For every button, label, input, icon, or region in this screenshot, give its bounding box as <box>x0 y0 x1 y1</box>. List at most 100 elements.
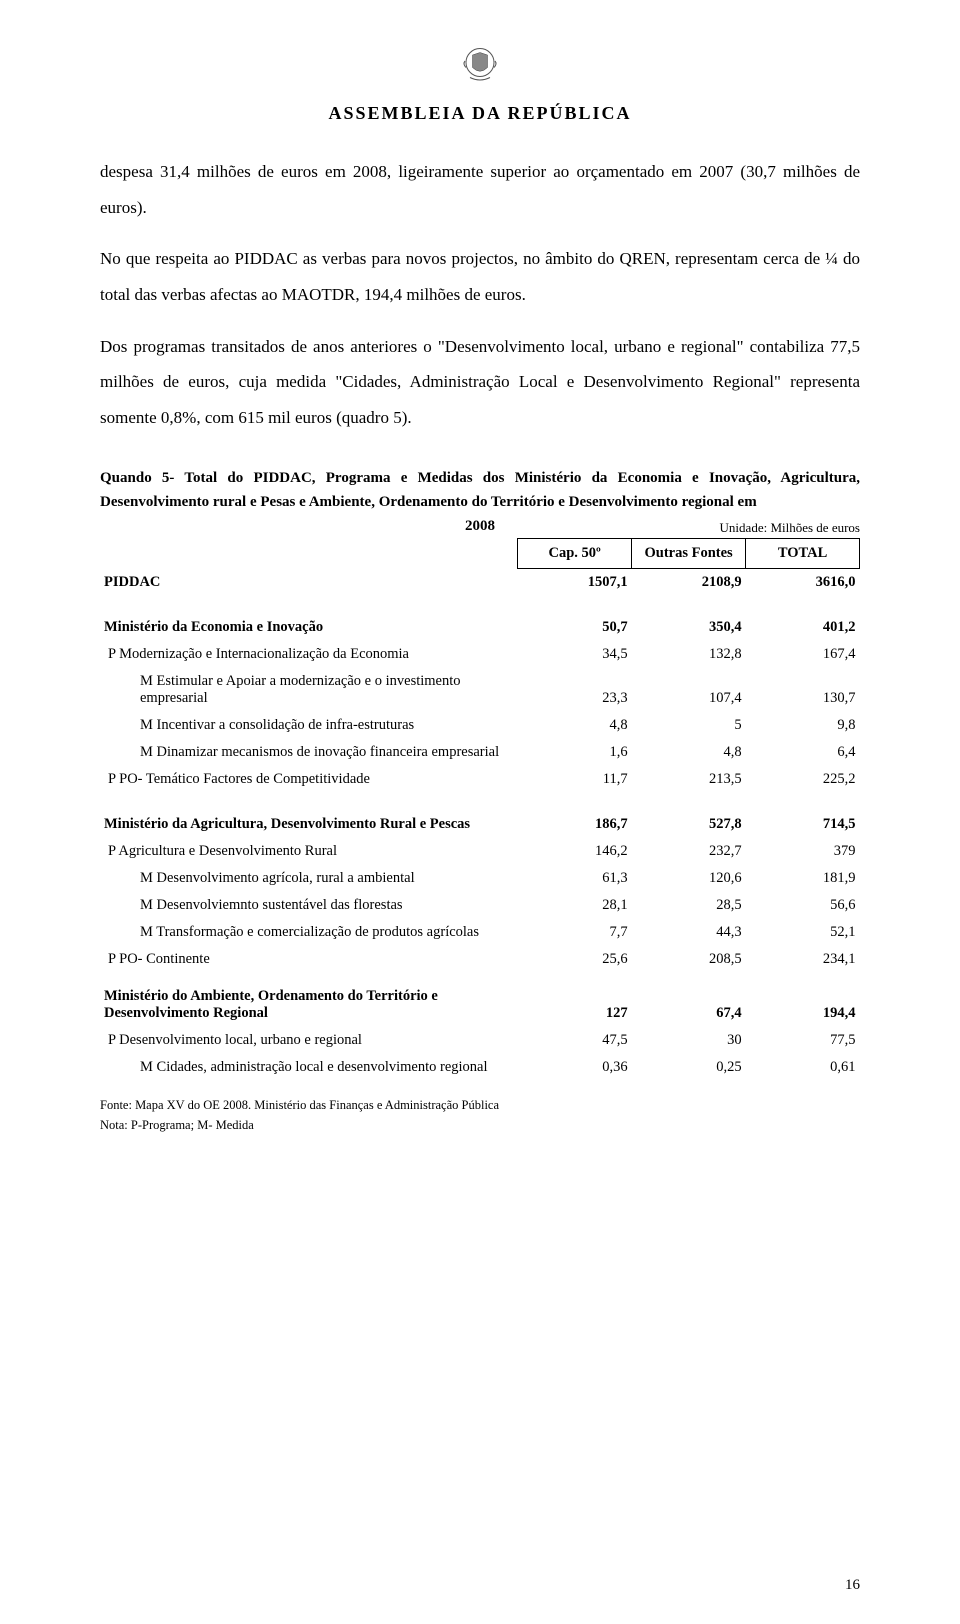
row-value: 52,1 <box>746 919 860 946</box>
page-number: 16 <box>845 1577 860 1594</box>
row-value: 379 <box>746 838 860 865</box>
row-value: 61,3 <box>518 865 632 892</box>
row-label: M Transformação e comercialização de pro… <box>100 919 518 946</box>
table-spacer <box>100 596 860 614</box>
row-label: M Desenvolviemnto sustentável das flores… <box>100 892 518 919</box>
row-value: 107,4 <box>632 668 746 712</box>
row-value: 11,7 <box>518 766 632 793</box>
table-spacer <box>100 793 860 811</box>
row-label: M Estimular e Apoiar a modernização e o … <box>100 668 518 712</box>
row-value: 2108,9 <box>632 568 746 596</box>
row-value: 77,5 <box>746 1027 860 1054</box>
table-row: M Estimular e Apoiar a modernização e o … <box>100 668 860 712</box>
row-label: Ministério da Agricultura, Desenvolvimen… <box>100 811 518 838</box>
row-value: 34,5 <box>518 641 632 668</box>
row-label: M Incentivar a consolidação de infra-est… <box>100 712 518 739</box>
row-value: 234,1 <box>746 946 860 973</box>
table-row: P Desenvolvimento local, urbano e region… <box>100 1027 860 1054</box>
row-value: 181,9 <box>746 865 860 892</box>
footnote-source: Fonte: Mapa XV do OE 2008. Ministério da… <box>100 1095 860 1115</box>
table-row: M Desenvolvimento agrícola, rural a ambi… <box>100 865 860 892</box>
row-label: M Desenvolvimento agrícola, rural a ambi… <box>100 865 518 892</box>
body-paragraph-3: Dos programas transitados de anos anteri… <box>100 329 860 436</box>
table-row: P PO- Continente25,6208,5234,1 <box>100 946 860 973</box>
row-value: 225,2 <box>746 766 860 793</box>
table-spacer <box>100 973 860 983</box>
table-header-outras: Outras Fontes <box>632 538 746 568</box>
row-label: P PO- Temático Factores de Competitivida… <box>100 766 518 793</box>
table-caption-text: Quando 5- Total do PIDDAC, Programa e Me… <box>100 470 860 510</box>
row-value: 714,5 <box>746 811 860 838</box>
row-value: 527,8 <box>632 811 746 838</box>
row-value: 25,6 <box>518 946 632 973</box>
table-header-total: TOTAL <box>746 538 860 568</box>
row-value: 1,6 <box>518 739 632 766</box>
row-value: 28,1 <box>518 892 632 919</box>
body-paragraph-2: No que respeita ao PIDDAC as verbas para… <box>100 241 860 312</box>
piddac-table: Cap. 50º Outras Fontes TOTAL PIDDAC1507,… <box>100 538 860 1081</box>
row-value: 0,25 <box>632 1054 746 1081</box>
row-label: P PO- Continente <box>100 946 518 973</box>
row-value: 3616,0 <box>746 568 860 596</box>
row-value: 44,3 <box>632 919 746 946</box>
row-value: 213,5 <box>632 766 746 793</box>
row-value: 132,8 <box>632 641 746 668</box>
row-value: 23,3 <box>518 668 632 712</box>
table-row: P Modernização e Internacionalização da … <box>100 641 860 668</box>
row-value: 167,4 <box>746 641 860 668</box>
table-header-cap50: Cap. 50º <box>518 538 632 568</box>
row-value: 0,36 <box>518 1054 632 1081</box>
row-value: 5 <box>632 712 746 739</box>
body-paragraph-1: despesa 31,4 milhões de euros em 2008, l… <box>100 154 860 225</box>
row-value: 4,8 <box>518 712 632 739</box>
table-footnotes: Fonte: Mapa XV do OE 2008. Ministério da… <box>100 1095 860 1135</box>
table-row: Ministério do Ambiente, Ordenamento do T… <box>100 983 860 1027</box>
table-row: M Incentivar a consolidação de infra-est… <box>100 712 860 739</box>
row-value: 232,7 <box>632 838 746 865</box>
table-row: M Desenvolviemnto sustentável das flores… <box>100 892 860 919</box>
row-value: 4,8 <box>632 739 746 766</box>
row-value: 28,5 <box>632 892 746 919</box>
row-value: 186,7 <box>518 811 632 838</box>
row-value: 56,6 <box>746 892 860 919</box>
row-value: 7,7 <box>518 919 632 946</box>
row-value: 67,4 <box>632 983 746 1027</box>
row-label: M Dinamizar mecanismos de inovação finan… <box>100 739 518 766</box>
row-label: P Modernização e Internacionalização da … <box>100 641 518 668</box>
row-value: 9,8 <box>746 712 860 739</box>
row-value: 130,7 <box>746 668 860 712</box>
table-row: Ministério da Agricultura, Desenvolvimen… <box>100 811 860 838</box>
row-label: P Desenvolvimento local, urbano e region… <box>100 1027 518 1054</box>
row-label: Ministério do Ambiente, Ordenamento do T… <box>100 983 518 1027</box>
row-value: 30 <box>632 1027 746 1054</box>
row-value: 146,2 <box>518 838 632 865</box>
table-header-row: Cap. 50º Outras Fontes TOTAL <box>100 538 860 568</box>
table-row: M Dinamizar mecanismos de inovação finan… <box>100 739 860 766</box>
table-row: PIDDAC1507,12108,93616,0 <box>100 568 860 596</box>
institution-title: ASSEMBLEIA DA REPÚBLICA <box>100 103 860 124</box>
row-value: 120,6 <box>632 865 746 892</box>
row-value: 47,5 <box>518 1027 632 1054</box>
footnote-legend: Nota: P-Programa; M- Medida <box>100 1115 860 1135</box>
row-label: P Agricultura e Desenvolvimento Rural <box>100 838 518 865</box>
row-value: 0,61 <box>746 1054 860 1081</box>
row-label: M Cidades, administração local e desenvo… <box>100 1054 518 1081</box>
table-row: M Transformação e comercialização de pro… <box>100 919 860 946</box>
crest-icon <box>455 40 505 95</box>
table-header-empty <box>100 538 518 568</box>
row-value: 127 <box>518 983 632 1027</box>
row-value: 194,4 <box>746 983 860 1027</box>
row-value: 401,2 <box>746 614 860 641</box>
row-label: PIDDAC <box>100 568 518 596</box>
page-header: ASSEMBLEIA DA REPÚBLICA <box>100 40 860 124</box>
table-row: P Agricultura e Desenvolvimento Rural146… <box>100 838 860 865</box>
table-row: M Cidades, administração local e desenvo… <box>100 1054 860 1081</box>
table-row: P PO- Temático Factores de Competitivida… <box>100 766 860 793</box>
row-label: Ministério da Economia e Inovação <box>100 614 518 641</box>
row-value: 50,7 <box>518 614 632 641</box>
row-value: 1507,1 <box>518 568 632 596</box>
table-row: Ministério da Economia e Inovação50,7350… <box>100 614 860 641</box>
row-value: 208,5 <box>632 946 746 973</box>
row-value: 350,4 <box>632 614 746 641</box>
row-value: 6,4 <box>746 739 860 766</box>
